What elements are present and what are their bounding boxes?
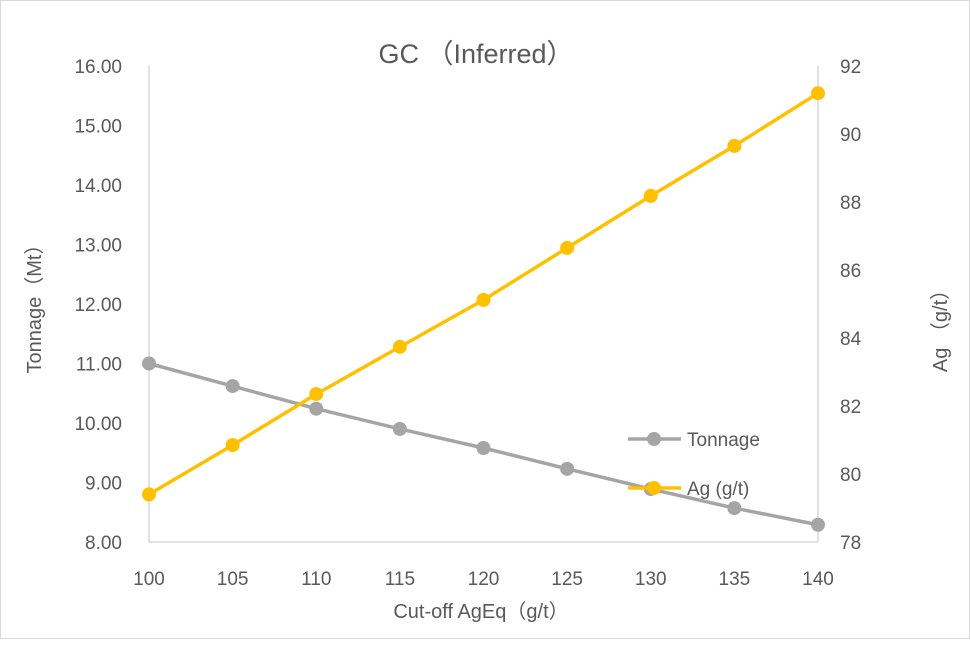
data-point <box>309 401 324 416</box>
y-axis-label: Tonnage（Mt） <box>23 235 46 374</box>
data-point <box>225 438 240 453</box>
data-point <box>142 356 156 371</box>
data-point <box>811 517 825 532</box>
legend: Tonnage Ag (g/t) <box>628 430 760 500</box>
x-tick-label: 120 <box>468 569 500 590</box>
y-tick-label: 16.00 <box>74 57 122 78</box>
y2-tick-label: 92 <box>840 57 861 78</box>
x-axis-label: Cut-off AgEq（g/t） <box>393 600 568 623</box>
x-tick-label: 100 <box>133 569 165 590</box>
x-tick-label: 110 <box>301 569 331 590</box>
y2-tick-label: 90 <box>840 125 861 146</box>
y-tick-label: 15.00 <box>74 117 122 138</box>
data-point <box>476 292 491 307</box>
data-point <box>727 138 742 153</box>
legend-marker <box>647 481 661 495</box>
data-point <box>392 421 407 436</box>
y-tick-label: 14.00 <box>74 176 122 197</box>
y2-tick-label: 86 <box>840 261 861 282</box>
y2-tick-label: 84 <box>840 329 862 350</box>
data-point <box>811 86 825 101</box>
x-tick-label: 135 <box>719 569 751 590</box>
y-tick-label: 10.00 <box>74 414 122 435</box>
data-point <box>643 188 658 203</box>
x-tick-label: 115 <box>385 569 415 590</box>
legend-label: Ag (g/t) <box>687 479 749 500</box>
data-point <box>560 461 575 476</box>
x-tick-label: 140 <box>802 569 834 590</box>
chart-title: GC （Inferred） <box>378 39 573 69</box>
data-point <box>476 440 491 455</box>
data-point <box>142 487 156 502</box>
data-point <box>225 379 240 394</box>
data-point <box>727 501 742 516</box>
data-point <box>560 240 575 255</box>
y-tick-label: 12.00 <box>74 295 122 316</box>
x-tick-label: 125 <box>551 569 583 590</box>
data-point <box>309 387 324 402</box>
y2-tick-label: 80 <box>840 465 861 486</box>
legend-marker <box>647 432 661 446</box>
y-tick-label: 9.00 <box>85 474 122 495</box>
y-tick-label: 11.00 <box>76 355 122 376</box>
y-tick-label: 13.00 <box>74 236 122 257</box>
y-tick-label: 8.00 <box>85 533 122 554</box>
y2-tick-label: 88 <box>840 193 861 214</box>
x-tick-label: 130 <box>635 569 667 590</box>
y2-tick-label: 82 <box>840 397 861 418</box>
x-tick-label: 105 <box>217 569 249 590</box>
y2-axis-label: Ag （g/t） <box>929 280 952 372</box>
data-point <box>392 339 407 354</box>
y2-tick-label: 78 <box>840 533 861 554</box>
legend-label: Tonnage <box>687 430 760 451</box>
